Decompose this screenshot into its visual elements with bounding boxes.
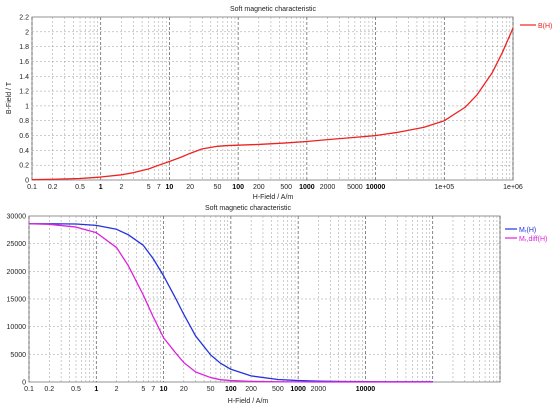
x-tick-label: 50 bbox=[214, 184, 222, 191]
x-tick-label: 20 bbox=[186, 184, 194, 191]
x-tick-label: 10000 bbox=[356, 386, 376, 393]
chart-1-grid bbox=[31, 16, 514, 181]
chart-2-y-ticks: 0 5000 10000 15000 20000 25000 30000 bbox=[7, 214, 27, 387]
y-tick-label: 0.6 bbox=[19, 133, 29, 140]
x-tick-label: 1 bbox=[99, 184, 103, 191]
x-tick-label: 1e+05 bbox=[434, 184, 454, 191]
x-tick-label: 200 bbox=[253, 184, 265, 191]
chart-1-y-ticks: 0 0.2 0.4 0.6 0.8 1 1.2 1.4 1.6 1.8 2 2.2 bbox=[19, 15, 29, 185]
chart-1-series bbox=[31, 27, 514, 181]
chart-2-legend-label-1: Mᵣ(H) bbox=[519, 227, 536, 234]
x-tick-label: 0.5 bbox=[75, 184, 85, 191]
y-tick-label: 10000 bbox=[7, 324, 27, 331]
y-tick-label: 2 bbox=[25, 29, 29, 36]
x-tick-label: 1e+06 bbox=[503, 184, 523, 191]
x-tick-label: 5 bbox=[147, 184, 151, 191]
chart-2-legend-label-2: Mᵣ,diff(H) bbox=[519, 236, 547, 243]
x-tick-label: 500 bbox=[272, 386, 284, 393]
x-tick-label: 20 bbox=[180, 386, 188, 393]
chart-1-y-axis-label: B-Field / T bbox=[6, 81, 13, 114]
x-tick-label: 2000 bbox=[320, 184, 336, 191]
x-tick-label: 0.2 bbox=[48, 184, 58, 191]
y-tick-label: 1.2 bbox=[19, 89, 29, 96]
x-tick-label: 10 bbox=[160, 386, 168, 393]
y-tick-label: 1.6 bbox=[19, 59, 29, 66]
chart-1-legend-label: B(H) bbox=[538, 23, 552, 30]
chart-1-title: Soft magnetic characteristic bbox=[230, 6, 316, 13]
y-tick-label: 30000 bbox=[7, 214, 27, 221]
x-tick-label: 500 bbox=[280, 184, 292, 191]
x-tick-label: 7 bbox=[151, 386, 155, 393]
x-tick-label: 50 bbox=[207, 386, 215, 393]
x-tick-label: 1000 bbox=[299, 184, 315, 191]
chart-1-legend: B(H) bbox=[520, 23, 552, 30]
x-tick-label: 0.1 bbox=[24, 386, 34, 393]
x-tick-label: 5000 bbox=[347, 184, 363, 191]
x-tick-label: 100 bbox=[225, 386, 237, 393]
chart-2-legend: Mᵣ(H) Mᵣ,diff(H) bbox=[505, 227, 547, 243]
chart-1-x-ticks: 0.1 0.2 0.5 1 2 5 7 10 20 50 100 200 500 1000 2000 5000… bbox=[27, 184, 523, 191]
y-tick-label: 0 bbox=[22, 380, 26, 387]
chart-2-x-ticks: 0.1 0.2 0.5 1 2 5 7 10 20 50 100 200 500 1000 2000 1000… bbox=[24, 386, 375, 393]
x-tick-label: 5 bbox=[141, 386, 145, 393]
x-tick-label: 1000 bbox=[290, 386, 306, 393]
x-tick-label: 100 bbox=[232, 184, 244, 191]
y-tick-label: 0.2 bbox=[19, 163, 29, 170]
x-tick-label: 200 bbox=[245, 386, 257, 393]
chart-2-grid bbox=[28, 215, 501, 383]
y-tick-label: 0.4 bbox=[19, 148, 29, 155]
y-tick-label: 25000 bbox=[7, 241, 27, 248]
y-tick-label: 0.8 bbox=[19, 118, 29, 125]
y-tick-label: 2.2 bbox=[19, 15, 29, 22]
x-tick-label: 10000 bbox=[366, 184, 386, 191]
chart-1-x-axis-label: H-Field / A/m bbox=[253, 194, 294, 201]
x-tick-label: 2 bbox=[115, 386, 119, 393]
x-tick-label: 7 bbox=[157, 184, 161, 191]
y-tick-label: 15000 bbox=[7, 297, 27, 304]
series-line-1 bbox=[31, 27, 514, 181]
y-tick-label: 0 bbox=[25, 178, 29, 185]
x-tick-label: 0.1 bbox=[27, 184, 37, 191]
chart-1: Soft magnetic characteristic 00.20.40.60… bbox=[6, 6, 552, 201]
x-tick-label: 10 bbox=[166, 184, 174, 191]
chart-2-title: Soft magnetic characteristic bbox=[205, 205, 291, 212]
x-tick-label: 0.2 bbox=[44, 386, 54, 393]
series-line-2 bbox=[28, 223, 433, 383]
chart-2: Soft magnetic characteristic 0 5000 10000 1… bbox=[7, 205, 548, 405]
x-tick-label: 2 bbox=[119, 184, 123, 191]
y-tick-label: 1 bbox=[25, 103, 29, 110]
chart-2-series bbox=[28, 223, 433, 383]
chart-2-x-axis-label: H-Field / A/m bbox=[228, 398, 269, 405]
x-tick-label: 0.5 bbox=[71, 386, 81, 393]
x-tick-label: 2000 bbox=[311, 386, 327, 393]
y-tick-label: 20000 bbox=[7, 269, 27, 276]
y-tick-label: 1.8 bbox=[19, 44, 29, 51]
x-tick-label: 1 bbox=[94, 386, 98, 393]
y-tick-label: 1.4 bbox=[19, 74, 29, 81]
y-tick-label: 5000 bbox=[10, 352, 26, 359]
chart-1-plot-area bbox=[31, 16, 514, 181]
